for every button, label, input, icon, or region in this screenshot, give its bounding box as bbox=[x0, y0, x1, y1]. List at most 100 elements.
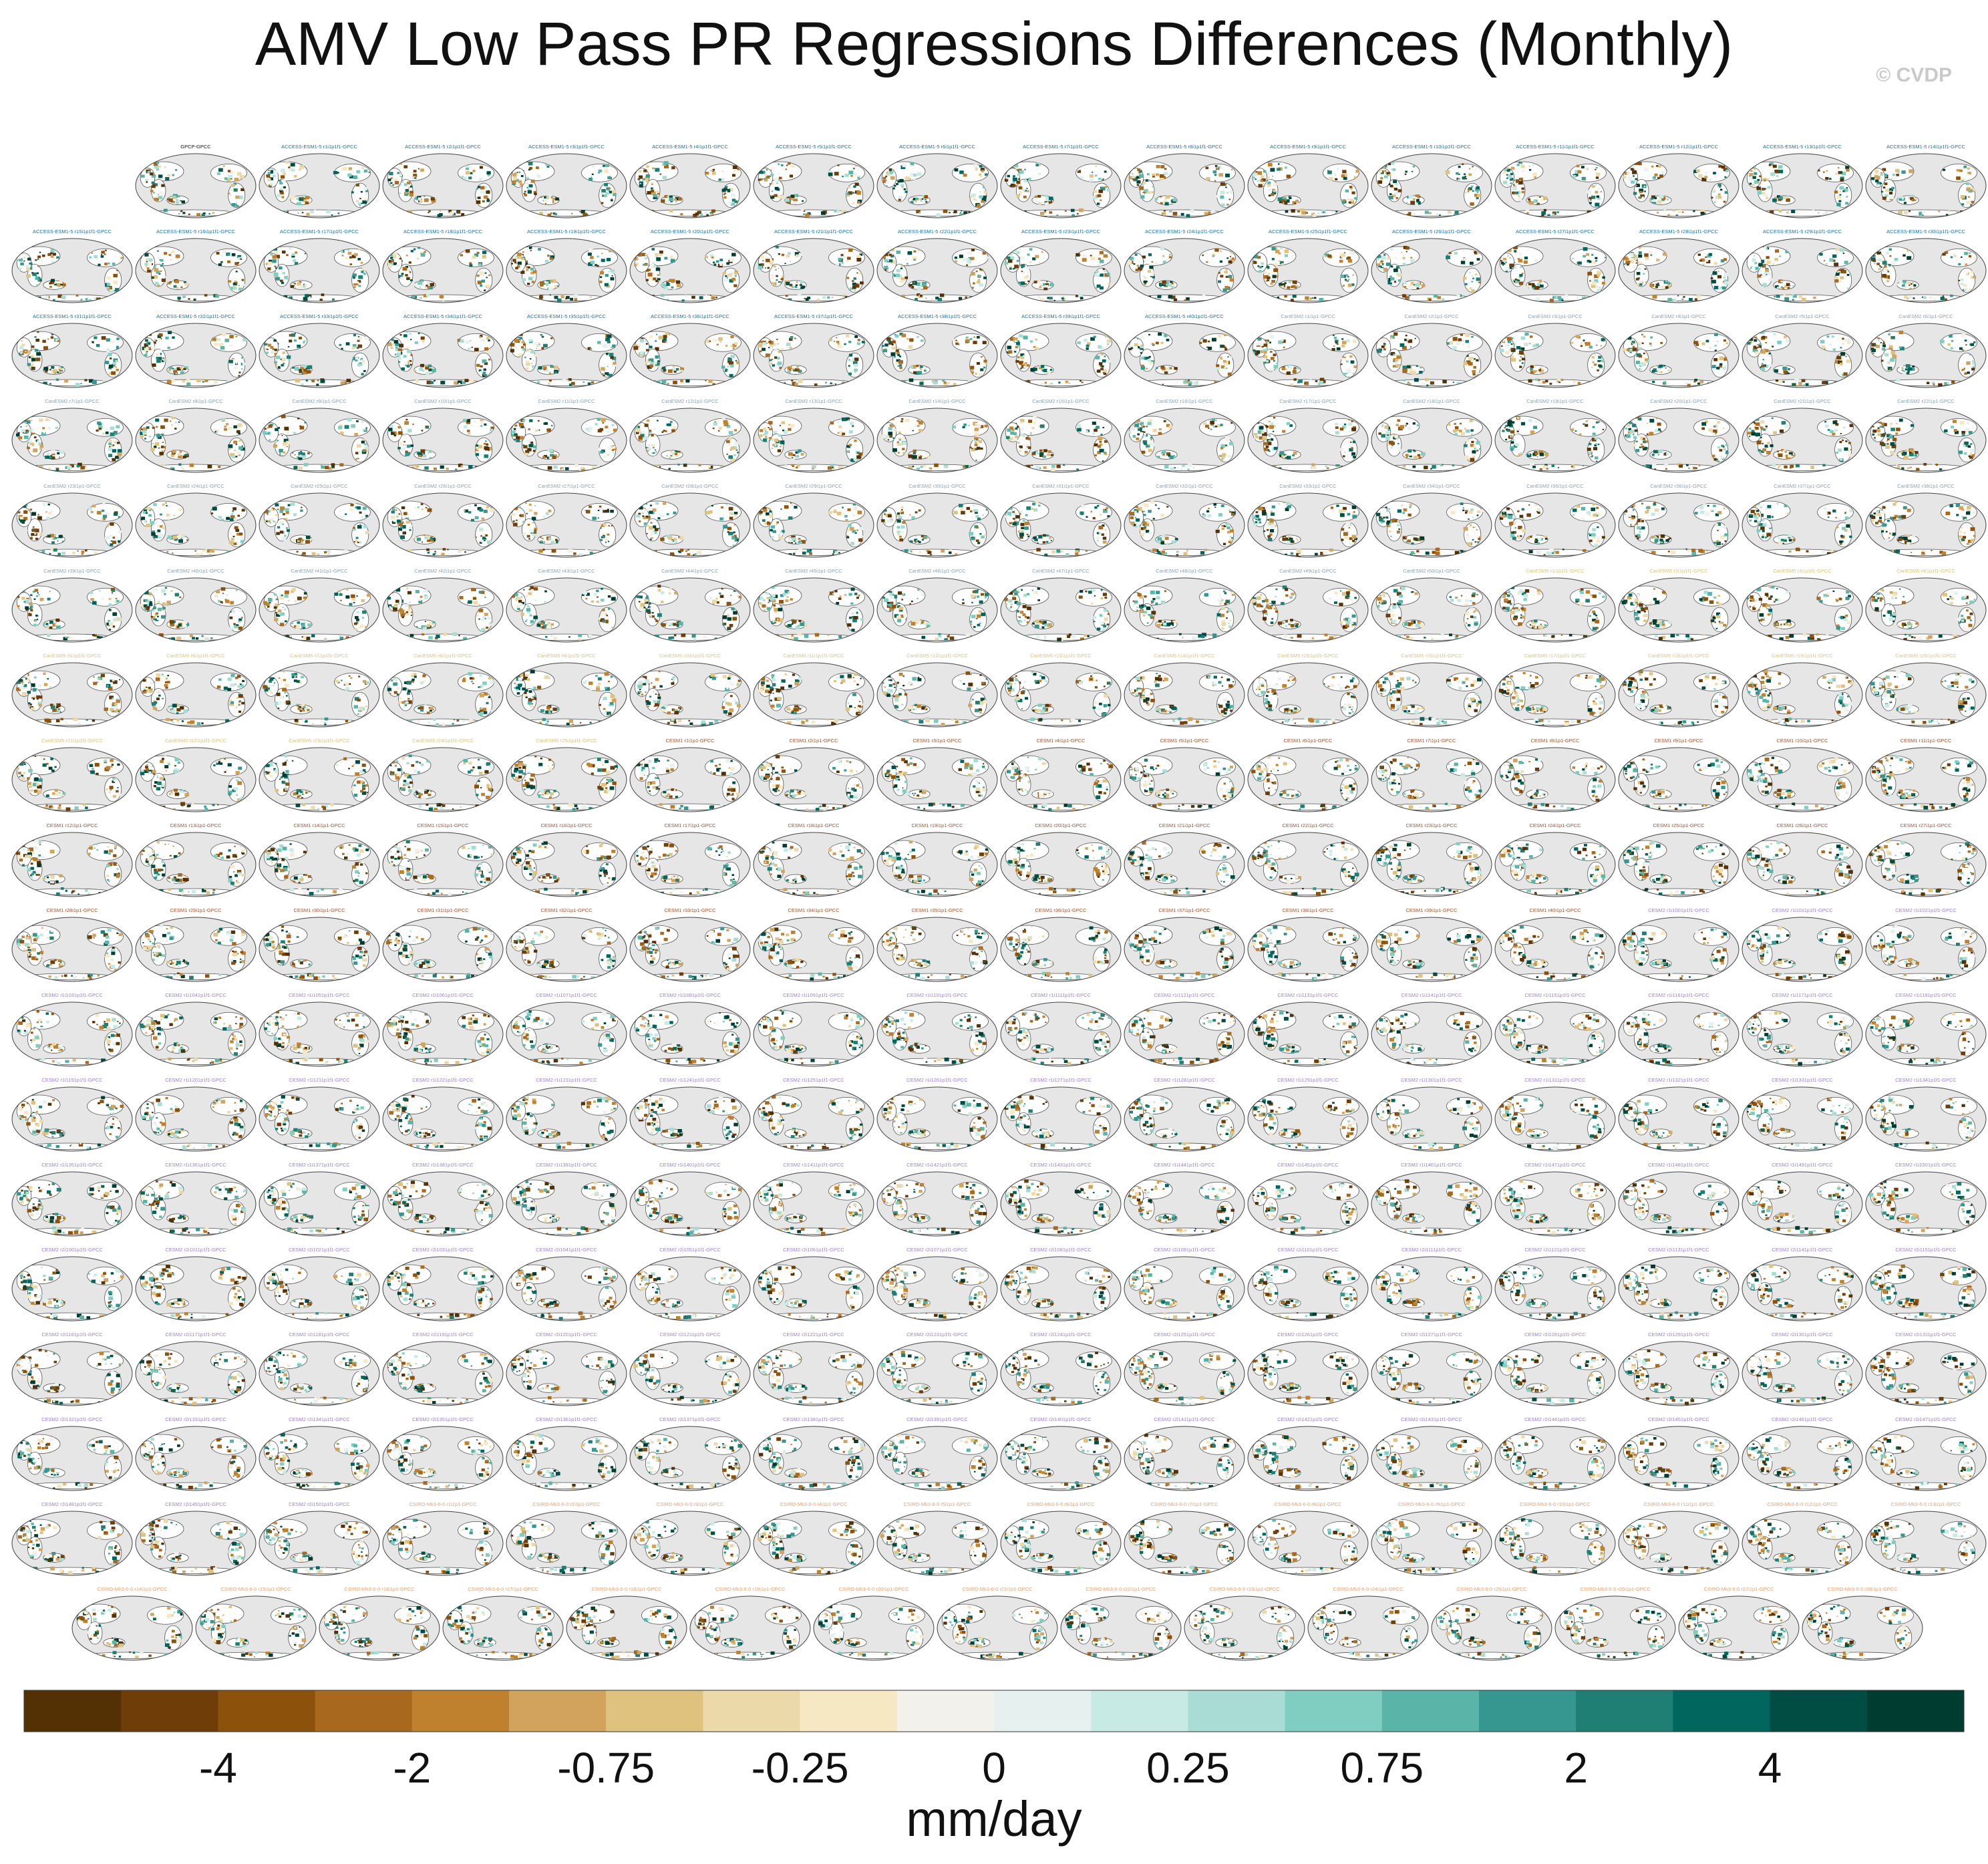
pr-anomaly-cell bbox=[896, 278, 898, 280]
pr-anomaly-cell bbox=[1388, 174, 1391, 176]
pr-anomaly-cell bbox=[1967, 171, 1971, 174]
pr-anomaly-cell bbox=[1143, 276, 1145, 277]
pr-anomaly-cell bbox=[407, 361, 410, 363]
pr-anomaly-cell bbox=[933, 381, 938, 385]
pr-anomaly-cell bbox=[669, 279, 673, 283]
pr-anomaly-cell bbox=[1263, 343, 1268, 347]
pr-anomaly-cell bbox=[1447, 210, 1452, 214]
pr-anomaly-cell bbox=[1452, 381, 1454, 383]
pr-anomaly-cell bbox=[361, 359, 365, 363]
pr-anomaly-cell bbox=[460, 339, 464, 343]
pr-anomaly-cell bbox=[787, 366, 792, 370]
map-panel: ACCESS-ESM1-5 r16i1p1f1-GPCC bbox=[135, 228, 257, 303]
map-border bbox=[629, 238, 751, 303]
pr-anomaly-cell bbox=[393, 178, 398, 182]
pr-anomaly-cell bbox=[1507, 255, 1509, 257]
pr-anomaly-cell bbox=[1651, 369, 1655, 373]
pr-anomaly-cell bbox=[1462, 343, 1464, 345]
pr-anomaly-cell bbox=[282, 272, 286, 275]
pr-anomaly-cell bbox=[908, 178, 912, 180]
pr-anomaly-cell bbox=[1476, 191, 1479, 193]
pr-anomaly-cell bbox=[729, 364, 734, 367]
pr-anomaly-cell bbox=[1281, 199, 1286, 203]
pr-anomaly-cell bbox=[417, 175, 419, 177]
pr-anomaly-cell bbox=[1572, 257, 1574, 259]
pr-anomaly-cell bbox=[180, 371, 184, 375]
pr-anomaly-cell bbox=[399, 333, 402, 336]
pr-anomaly-cell bbox=[1602, 276, 1605, 279]
pr-anomaly-cell bbox=[961, 210, 963, 212]
pr-anomaly-cell bbox=[1768, 272, 1772, 276]
pr-anomaly-cell bbox=[58, 366, 63, 371]
pr-anomaly-cell bbox=[357, 281, 359, 284]
pr-anomaly-cell bbox=[1763, 296, 1766, 298]
pr-anomaly-cell bbox=[798, 253, 802, 257]
pr-anomaly-cell bbox=[670, 200, 673, 202]
pr-anomaly-cell bbox=[1225, 275, 1228, 278]
map-border bbox=[382, 238, 504, 303]
pr-anomaly-cell bbox=[915, 200, 917, 202]
pr-anomaly-cell bbox=[1782, 196, 1787, 200]
pr-anomaly-cell bbox=[709, 340, 711, 342]
pr-anomaly-cell bbox=[906, 263, 908, 265]
pr-anomaly-cell bbox=[233, 188, 238, 192]
pr-anomaly-cell bbox=[610, 199, 613, 202]
pr-anomaly-cell bbox=[308, 200, 311, 203]
pr-anomaly-cell bbox=[470, 210, 472, 212]
pr-anomaly-cell bbox=[1292, 285, 1296, 288]
pr-anomaly-cell bbox=[337, 172, 339, 174]
pr-anomaly-cell bbox=[468, 176, 472, 180]
pr-anomaly-cell bbox=[725, 190, 727, 193]
pr-anomaly-cell bbox=[1891, 261, 1896, 265]
pr-anomaly-cell bbox=[169, 197, 171, 198]
pr-anomaly-cell bbox=[293, 339, 297, 342]
pr-anomaly-cell bbox=[1287, 286, 1291, 289]
pr-anomaly-cell bbox=[357, 258, 361, 261]
pr-anomaly-cell bbox=[1645, 359, 1650, 363]
panel-title: ACCESS-ESM1-5 r25i1p1f1-GPCC bbox=[1269, 228, 1348, 235]
pr-anomaly-cell bbox=[1136, 344, 1138, 346]
pr-anomaly-cell bbox=[706, 214, 709, 216]
pr-anomaly-cell bbox=[1344, 279, 1347, 281]
pr-anomaly-cell bbox=[963, 173, 967, 177]
pr-anomaly-cell bbox=[1016, 259, 1019, 263]
pr-anomaly-cell bbox=[177, 195, 180, 198]
pr-anomaly-cell bbox=[56, 283, 61, 287]
pr-anomaly-cell bbox=[391, 343, 394, 345]
pr-anomaly-cell bbox=[1377, 255, 1381, 259]
pr-anomaly-cell bbox=[538, 296, 543, 299]
pr-anomaly-cell bbox=[409, 359, 412, 362]
pr-anomaly-cell bbox=[1047, 371, 1051, 374]
pr-anomaly-cell bbox=[1516, 345, 1521, 349]
pr-anomaly-cell bbox=[1552, 213, 1555, 216]
pr-anomaly-cell bbox=[947, 381, 951, 384]
pr-anomaly-cell bbox=[148, 343, 150, 345]
pr-anomaly-cell bbox=[1079, 254, 1082, 256]
pr-anomaly-cell bbox=[1629, 340, 1633, 343]
pr-anomaly-cell bbox=[663, 284, 666, 287]
pr-anomaly-cell bbox=[1657, 370, 1661, 373]
pr-anomaly-cell bbox=[931, 298, 933, 301]
pr-anomaly-cell bbox=[517, 261, 522, 265]
map-border bbox=[506, 153, 627, 218]
pr-anomaly-cell bbox=[1697, 295, 1701, 299]
panel-title: ACCESS-ESM1-5 r4i1p1f1-GPCC bbox=[652, 144, 728, 150]
pr-anomaly-cell bbox=[1381, 263, 1384, 265]
pr-anomaly-cell bbox=[605, 374, 607, 377]
pr-anomaly-cell bbox=[1761, 367, 1766, 371]
pr-anomaly-cell bbox=[1823, 260, 1826, 262]
pr-anomaly-cell bbox=[722, 271, 726, 275]
pr-anomaly-cell bbox=[980, 269, 983, 271]
pr-anomaly-cell bbox=[840, 345, 843, 349]
pr-anomaly-cell bbox=[800, 208, 804, 212]
pr-anomaly-cell bbox=[153, 275, 158, 279]
pr-anomaly-cell bbox=[1017, 184, 1021, 186]
pr-anomaly-cell bbox=[32, 272, 37, 277]
pr-anomaly-cell bbox=[1108, 283, 1111, 285]
map-border bbox=[259, 153, 380, 218]
pr-anomaly-cell bbox=[527, 283, 530, 285]
pr-anomaly-cell bbox=[1721, 286, 1726, 290]
pr-anomaly-cell bbox=[1552, 212, 1556, 215]
pr-anomaly-cell bbox=[555, 197, 559, 201]
pr-anomaly-cell bbox=[1956, 176, 1961, 180]
